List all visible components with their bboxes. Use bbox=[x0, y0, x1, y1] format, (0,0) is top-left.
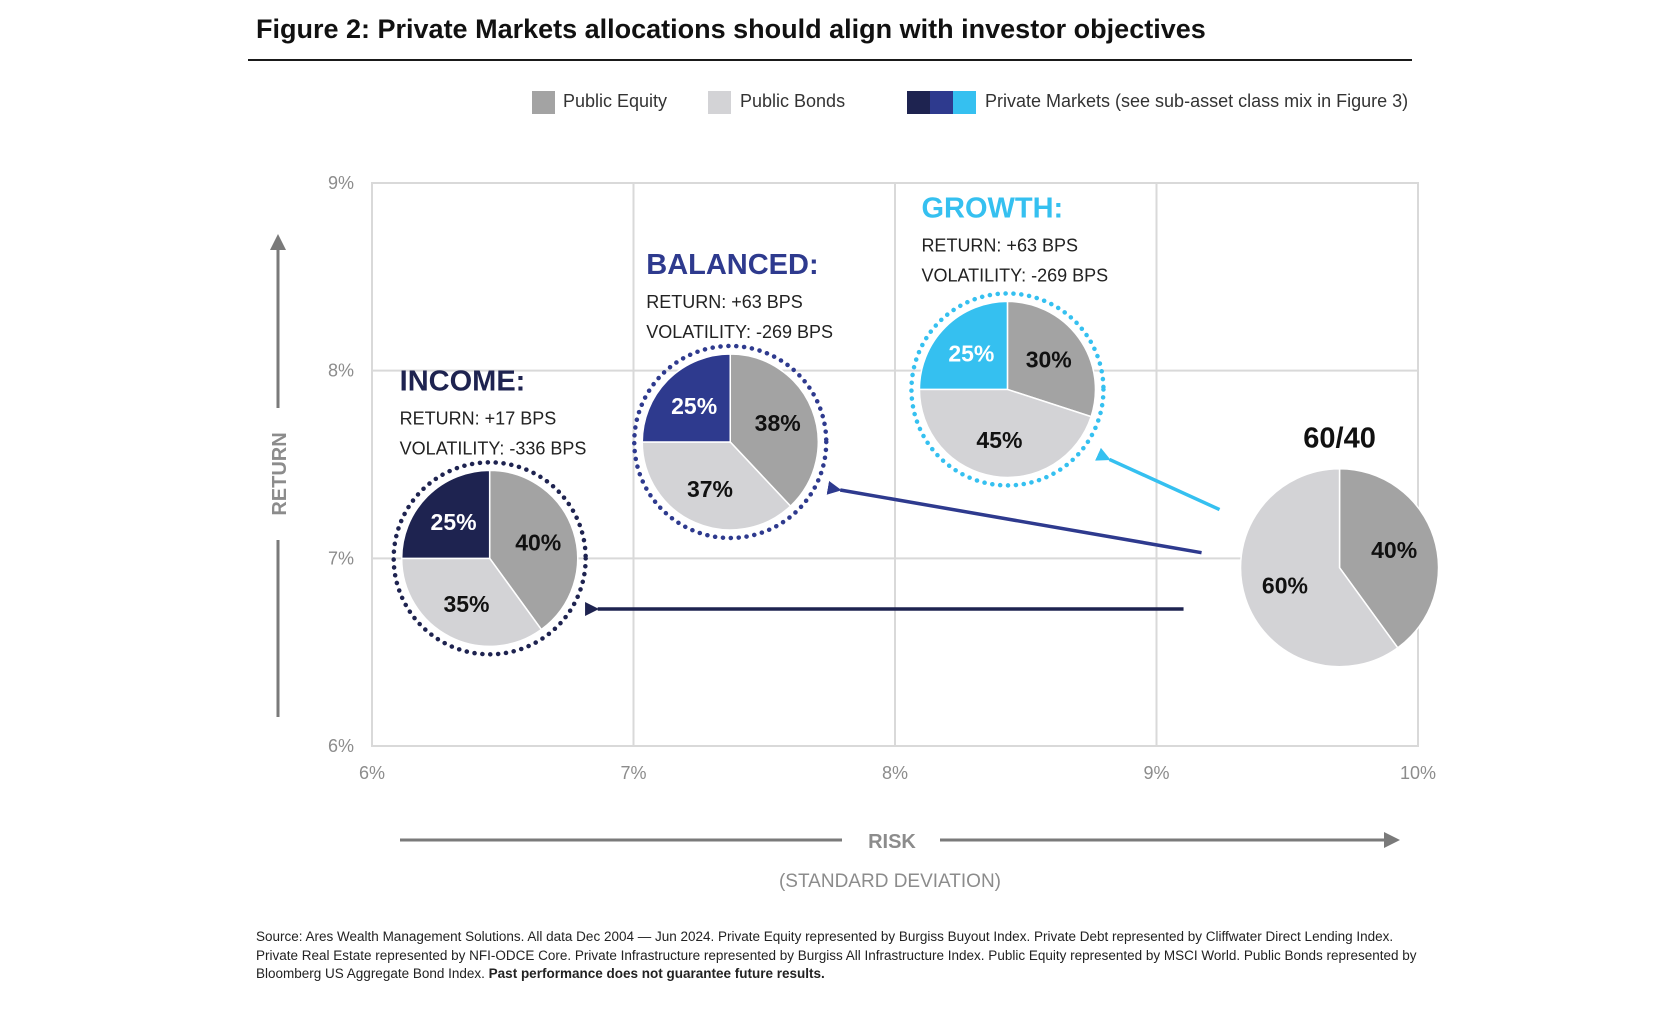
pie-slice-balanced-public-equity bbox=[729, 353, 819, 508]
portfolio-title-income: INCOME: bbox=[400, 365, 526, 397]
pie-slice-income-public-equity bbox=[488, 469, 579, 631]
pies: 40% 35% 25% 38% 37% 25% 30% 45% 25% 40% 60% bbox=[391, 291, 1440, 668]
y-tick-label: 9% bbox=[328, 173, 354, 193]
arrow-sixty-forty-to-balanced bbox=[826, 480, 1202, 555]
pie-dotted-ring-income bbox=[391, 460, 588, 657]
x-axis-sublabel: (STANDARD DEVIATION) bbox=[779, 871, 1001, 892]
pie-label-growth-public-bonds: 45% bbox=[976, 427, 1022, 453]
portfolio-volatility-balanced: VOLATILITY: -269 BPS bbox=[646, 322, 833, 342]
pie-slice-balanced-private-markets bbox=[641, 353, 732, 443]
annotations: INCOME: RETURN: +17 BPS VOLATILITY: -336 B… bbox=[400, 192, 1376, 458]
grid: 6% 7% 8% 9% 10% 6% 7% 8% 9% bbox=[328, 173, 1436, 783]
portfolio-volatility-income: VOLATILITY: -336 BPS bbox=[400, 438, 587, 458]
portfolio-volatility-growth: VOLATILITY: -269 BPS bbox=[921, 265, 1108, 285]
y-axis-label: RETURN bbox=[269, 432, 291, 515]
pie-label-income-private-markets: 25% bbox=[431, 509, 477, 535]
pie-balanced: 38% 37% 25% bbox=[632, 343, 829, 541]
figure-title: Figure 2: Private Markets allocations sh… bbox=[256, 14, 1206, 44]
y-tick-label: 6% bbox=[328, 736, 354, 756]
pie-slice-growth-public-bonds bbox=[918, 388, 1093, 479]
portfolio-return-income: RETURN: +17 BPS bbox=[400, 408, 557, 428]
x-tick-label: 7% bbox=[620, 763, 646, 783]
pie-slice-income-private-markets bbox=[400, 469, 491, 560]
pie-slice-balanced-public-bonds bbox=[641, 441, 792, 531]
portfolio-return-balanced: RETURN: +63 BPS bbox=[646, 292, 803, 312]
pie-dotted-ring-growth bbox=[909, 291, 1106, 488]
pie-slice-income-public-bonds bbox=[400, 557, 543, 648]
legend-swatch-public-equity bbox=[532, 91, 555, 114]
pie-slice-growth-private-markets bbox=[918, 300, 1009, 391]
pie-income: 40% 35% 25% bbox=[391, 460, 588, 657]
x-axis-arrowhead bbox=[1384, 832, 1400, 848]
pie-label-sixty-forty-public-bonds: 60% bbox=[1262, 572, 1308, 598]
pie-label-sixty-forty-public-equity: 40% bbox=[1371, 537, 1417, 563]
x-tick-label: 6% bbox=[359, 763, 385, 783]
portfolio-title-sixty-forty: 60/40 bbox=[1303, 423, 1376, 455]
arrow-sixty-forty-to-growth bbox=[1095, 447, 1221, 512]
legend-swatch-private-markets-balanced bbox=[930, 91, 953, 114]
source-note: Source: Ares Wealth Management Solutions… bbox=[256, 928, 1436, 984]
arrows bbox=[585, 447, 1221, 617]
x-axis-label: RISK bbox=[868, 831, 916, 853]
pie-label-growth-public-equity: 30% bbox=[1026, 346, 1072, 372]
x-tick-label: 8% bbox=[882, 763, 908, 783]
axes: RETURN RISK (STANDARD DEVIATION) bbox=[269, 234, 1400, 892]
portfolio-return-growth: RETURN: +63 BPS bbox=[921, 235, 1078, 255]
pie-slice-sixty-forty-public-bonds bbox=[1239, 467, 1399, 668]
portfolio-title-growth: GROWTH: bbox=[921, 192, 1063, 224]
y-tick-label: 8% bbox=[328, 361, 354, 381]
pie-sixty-forty: 40% 60% bbox=[1239, 467, 1440, 668]
pie-dotted-ring-balanced bbox=[632, 343, 829, 541]
legend-swatch-public-bonds bbox=[708, 91, 731, 114]
pie-growth: 30% 45% 25% bbox=[909, 291, 1106, 488]
y-tick-label: 7% bbox=[328, 548, 354, 568]
pie-slice-growth-public-equity bbox=[1006, 300, 1097, 418]
x-tick-label: 9% bbox=[1143, 763, 1169, 783]
x-tick-label: 10% bbox=[1400, 763, 1436, 783]
legend-swatch-private-markets-growth bbox=[953, 91, 976, 114]
pie-label-balanced-public-bonds: 37% bbox=[687, 476, 733, 502]
pie-label-balanced-private-markets: 25% bbox=[671, 393, 717, 419]
title-rule bbox=[248, 59, 1412, 61]
legend-swatch-private-markets-income bbox=[907, 91, 930, 114]
pie-label-income-public-bonds: 35% bbox=[443, 591, 489, 617]
pie-label-balanced-public-equity: 38% bbox=[755, 410, 801, 436]
pie-label-income-public-equity: 40% bbox=[515, 530, 561, 556]
pie-label-growth-private-markets: 25% bbox=[948, 340, 994, 366]
legend-label-private-markets: Private Markets (see sub-asset class mix… bbox=[985, 91, 1409, 111]
y-axis-arrowhead bbox=[270, 234, 286, 250]
source-note-text: Source: Ares Wealth Management Solutions… bbox=[256, 929, 1417, 981]
portfolio-title-balanced: BALANCED: bbox=[646, 249, 818, 281]
pie-slice-sixty-forty-public-equity bbox=[1338, 467, 1440, 649]
legend-label-public-bonds: Public Bonds bbox=[740, 91, 846, 111]
legend-label-public-equity: Public Equity bbox=[563, 91, 668, 111]
source-note-disclaimer: Past performance does not guarantee futu… bbox=[488, 966, 825, 981]
